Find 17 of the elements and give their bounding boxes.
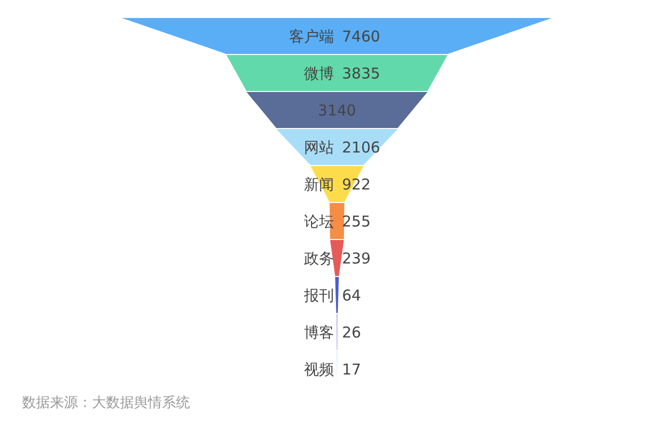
category-label: 新闻 [304, 176, 334, 194]
data-label: 3140 [318, 102, 356, 120]
data-label: 2106 [342, 138, 380, 156]
data-label: 3835 [342, 64, 380, 82]
category-label: 网站 [304, 138, 334, 156]
category-label: 报刊 [303, 286, 334, 304]
category-label: 微博 [304, 64, 334, 82]
data-label: 17 [342, 360, 362, 378]
data-label: 7460 [342, 28, 380, 46]
category-label: 视频 [304, 360, 334, 378]
category-label: 客户端 [289, 28, 334, 46]
category-label: 政务 [304, 250, 334, 268]
data-label: 239 [342, 250, 371, 268]
data-label: 26 [342, 324, 362, 342]
category-label: 博客 [304, 324, 334, 342]
data-label: 64 [342, 286, 362, 304]
source-note: 数据来源：大数据舆情系统 [22, 395, 190, 411]
